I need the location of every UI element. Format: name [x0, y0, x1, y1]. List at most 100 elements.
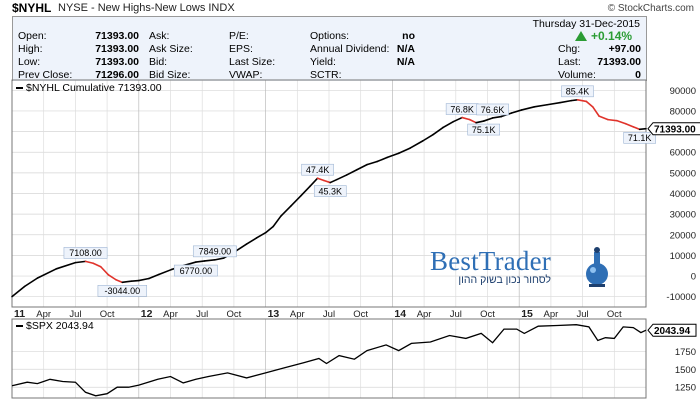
annotation-label: 6770.00 [180, 266, 213, 276]
nyhl-segment [510, 109, 523, 114]
x-tick-label: Jul [69, 309, 81, 320]
sub-grid [11, 319, 646, 398]
low-value: 71393.00 [95, 56, 139, 68]
sub-last-value-badge: 2043.94 [647, 323, 697, 337]
nyhl-segment [158, 268, 173, 276]
annual-dividend-label: Annual Dividend: [310, 43, 390, 55]
data-annotation: -3044.00 [97, 285, 148, 297]
nyhl-segment [272, 215, 282, 228]
nyhl-segment [366, 160, 378, 166]
data-annotation: 76.8K [445, 103, 479, 115]
data-annotation: 47.4K [301, 163, 334, 176]
nyhl-segment [195, 260, 206, 263]
open-value: 71393.00 [95, 30, 139, 42]
nyhl-segment [148, 273, 160, 280]
main-y-tick-label: 40000 [670, 189, 696, 200]
nyhl-segment [632, 126, 641, 131]
x-tick-label: Oct [353, 309, 368, 320]
nyhl-segment [121, 280, 132, 284]
nyhl-segment [183, 261, 197, 267]
nyhl-segment [491, 115, 503, 119]
annotation-box [623, 132, 656, 144]
nyhl-segment [397, 147, 411, 155]
prev-close-value: 71296.00 [95, 69, 139, 81]
nyhl-segment [452, 116, 463, 123]
nyhl-segment [616, 119, 627, 125]
prev-close-label: Prev Close: [18, 69, 73, 81]
nyhl-segment [309, 177, 319, 188]
quote-date: Thursday 31-Dec-2015 [532, 18, 640, 30]
nyhl-segment [624, 122, 635, 128]
annual-dividend-value: N/A [396, 43, 415, 55]
annotation-label: -3044.00 [105, 286, 141, 296]
x-tick-label: Apr [417, 309, 432, 320]
ask-label: Ask: [149, 30, 170, 42]
main-legend: $NYHL Cumulative 71393.00 [16, 82, 162, 94]
annotation-label: 71.1K [628, 133, 652, 143]
annotation-box [173, 264, 218, 277]
sub-y-tick-label: 1250 [675, 383, 696, 394]
nyhl-segment [520, 106, 536, 111]
main-y-tick-label: 30000 [670, 210, 696, 221]
data-annotation: 75.1K [467, 123, 500, 136]
annotation-box [97, 285, 148, 297]
nyhl-segment [84, 260, 94, 265]
nyhl-segment [591, 106, 600, 117]
nyhl-segment [386, 152, 400, 159]
x-tick-label: 13 [268, 308, 280, 320]
chart-header: $NYHL NYSE - New Highs-New Lows INDX © S… [0, 0, 700, 15]
besttrader-logo: BestTrader לסחור נכון בשוק ההון [430, 246, 551, 286]
main-last-value: 71393.00 [654, 124, 696, 135]
data-annotation: 7108.00 [63, 247, 108, 259]
data-annotation: 71.1K [623, 132, 656, 144]
x-tick-label: Jul [196, 309, 208, 320]
data-annotation: 45.3K [313, 185, 347, 197]
nyhl-segment [323, 179, 332, 184]
change-label: Chg: [558, 43, 581, 55]
x-tick-label: Jul [450, 309, 462, 320]
annotation-label: 75.1K [472, 125, 496, 135]
nyhl-segment [214, 257, 225, 261]
annotation-box [313, 185, 347, 197]
annotation-box [467, 123, 500, 136]
nyhl-segment [432, 126, 444, 136]
nyhl-segment [264, 225, 275, 234]
sctr-label: SCTR: [310, 69, 342, 81]
nyhl-segment [23, 277, 39, 288]
sub-y-axis: 1250 1500 1750 [675, 347, 696, 394]
logo-tagline: לסחור נכון בשוק ההון [458, 274, 551, 286]
nyhl-segment [607, 118, 618, 122]
nyhl-segment [422, 133, 434, 142]
data-annotation: 7849.00 [192, 245, 237, 258]
sub-last-value: 2043.94 [654, 326, 691, 337]
annotation-box [63, 247, 108, 259]
x-tick-label: 14 [394, 308, 406, 320]
low-label: Low: [18, 56, 41, 68]
main-y-tick-label: 60000 [670, 148, 696, 159]
spx-line [11, 324, 647, 397]
nyhl-segment [335, 174, 348, 181]
bid-size-label: Bid Size: [149, 69, 191, 81]
change-value: +97.00 [608, 43, 641, 55]
nyhl-segment [280, 205, 292, 217]
vwap-label: VWAP: [229, 69, 263, 81]
nyhl-segment [329, 178, 338, 184]
nyhl-segment [468, 118, 477, 124]
main-y-tick-label: 0 [691, 272, 696, 283]
main-y-tick-label: -10000 [666, 292, 696, 303]
percent-change: +0.14% [591, 29, 633, 43]
volume-label: Volume: [558, 69, 596, 81]
options-label: Options: [310, 30, 350, 42]
data-annotation: 85.4K [561, 85, 594, 98]
nyhl-segment [409, 140, 424, 149]
main-last-value-badge: 71393.00 [647, 122, 700, 135]
nyhl-segment [99, 265, 110, 276]
sub-plot-frame [11, 318, 647, 399]
nyhl-segment [461, 116, 471, 121]
sub-y-tick-label: 1500 [675, 365, 696, 376]
nyhl-segment [74, 260, 87, 264]
nyhl-segment [11, 285, 26, 298]
ask-size-label: Ask Size: [149, 43, 193, 55]
x-tick-label: Oct [227, 309, 242, 320]
nyhl-segment [376, 156, 389, 163]
